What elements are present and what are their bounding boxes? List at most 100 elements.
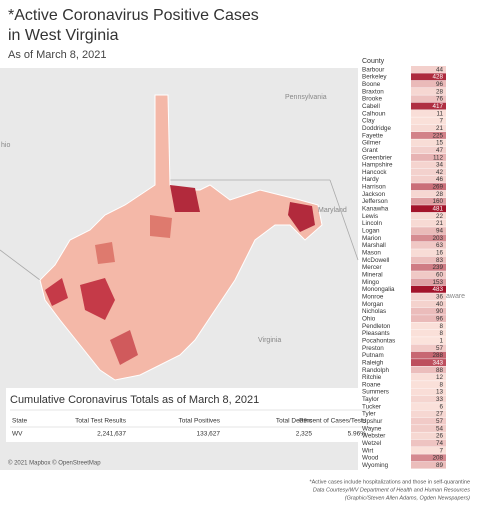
county-cell [411, 322, 446, 330]
title-line: *Active Coronavirus Positive Cases [8, 7, 259, 24]
county-cell [411, 139, 446, 147]
county-value: 8 [439, 330, 443, 337]
county-cell [411, 417, 446, 425]
county-shape [150, 215, 172, 238]
county-value: 76 [436, 96, 444, 103]
county-value: 54 [436, 425, 444, 432]
county-value: 60 [436, 271, 444, 278]
county-name: Mercer [362, 264, 382, 271]
county-value: 428 [432, 74, 443, 81]
county-cell [411, 161, 446, 169]
county-cell [411, 432, 446, 440]
map-label: aware [446, 293, 465, 300]
county-name: Webster [362, 433, 385, 440]
county-name: Greenbrier [362, 154, 392, 161]
county-cell [411, 300, 446, 308]
county-name: Calhoun [362, 110, 386, 117]
county-value: 28 [436, 191, 444, 198]
county-cell [411, 410, 446, 418]
table-cell: 133,627 [197, 431, 221, 438]
county-name: Logan [362, 228, 380, 235]
county-cell [411, 80, 446, 88]
county-value: 1 [439, 337, 443, 344]
county-value: 7 [439, 118, 443, 125]
county-value: 46 [436, 176, 444, 183]
county-value: 74 [436, 440, 444, 447]
county-name: McDowell [362, 257, 389, 264]
county-cell [411, 351, 446, 359]
county-cell [411, 285, 446, 293]
county-value: 42 [436, 169, 444, 176]
county-name: Mason [362, 250, 381, 257]
county-name: Wirt [362, 447, 373, 454]
county-cell [411, 337, 446, 345]
county-cell [411, 124, 446, 132]
county-value: 153 [432, 279, 443, 286]
footnote: Data Courtesy/WV Department of Health an… [313, 487, 470, 493]
county-value: 28 [436, 88, 444, 95]
county-name: Monongalia [362, 286, 395, 293]
county-name: Mineral [362, 271, 383, 278]
county-cell [411, 388, 446, 396]
county-cell [411, 117, 446, 125]
county-value: 417 [432, 103, 443, 110]
county-cell [411, 293, 446, 301]
table-title: Cumulative Coronavirus Totals as of Marc… [10, 394, 259, 406]
county-value: 33 [436, 396, 444, 403]
county-cell [411, 425, 446, 432]
county-name: Fayette [362, 132, 383, 139]
county-value: 89 [436, 462, 444, 469]
county-name: Raleigh [362, 359, 384, 366]
county-cell [411, 373, 446, 381]
county-cell [411, 461, 446, 469]
county-cell [411, 234, 446, 242]
county-name: Marion [362, 235, 382, 242]
county-cell [411, 381, 446, 388]
county-name: Wetzel [362, 440, 381, 447]
attribution: © 2021 Mapbox © OpenStreetMap [8, 460, 101, 467]
county-cell [411, 278, 446, 286]
county-name: Wood [362, 455, 379, 462]
county-value: 13 [436, 389, 444, 396]
county-name: Mingo [362, 279, 380, 286]
county-name: Taylor [362, 396, 379, 403]
county-value: 8 [439, 323, 443, 330]
table-header: Total Test Results [75, 418, 127, 425]
county-cell [411, 271, 446, 279]
county-name: Grant [362, 147, 378, 154]
county-cell [411, 359, 446, 367]
table-header: Percent of Cases/Tests [299, 418, 367, 425]
county-cell [411, 454, 446, 462]
county-name: Morgan [362, 301, 384, 308]
county-name: Brooke [362, 96, 382, 103]
county-name: Hardy [362, 176, 380, 183]
county-value: 225 [432, 132, 443, 139]
county-cell [411, 131, 446, 139]
county-cell [411, 197, 446, 205]
county-cell [411, 146, 446, 154]
county-name: Tyler [362, 411, 376, 418]
county-cell [411, 439, 446, 447]
county-cell [411, 395, 446, 403]
county-name: Braxton [362, 88, 384, 95]
county-name: Gilmer [362, 140, 381, 147]
county-value: 57 [436, 418, 444, 425]
county-cell [411, 190, 446, 198]
table-cell: 2,325 [296, 431, 313, 438]
county-value: 481 [432, 206, 443, 213]
county-cell [411, 205, 446, 213]
county-name: Pendleton [362, 323, 391, 330]
county-name: Pleasants [362, 330, 390, 337]
county-name: Lewis [362, 213, 378, 220]
county-name: Cabell [362, 103, 380, 110]
county-name: Barbour [362, 66, 384, 73]
county-name: Kanawha [362, 206, 389, 213]
footnote: (Graphic/Steven Allen Adams, Ogden Newsp… [345, 495, 470, 501]
county-value: 483 [432, 286, 443, 293]
county-name: Jackson [362, 191, 386, 198]
county-value: 88 [436, 367, 444, 374]
county-value: 57 [436, 345, 444, 352]
county-cell [411, 168, 446, 176]
county-value: 83 [436, 257, 444, 264]
